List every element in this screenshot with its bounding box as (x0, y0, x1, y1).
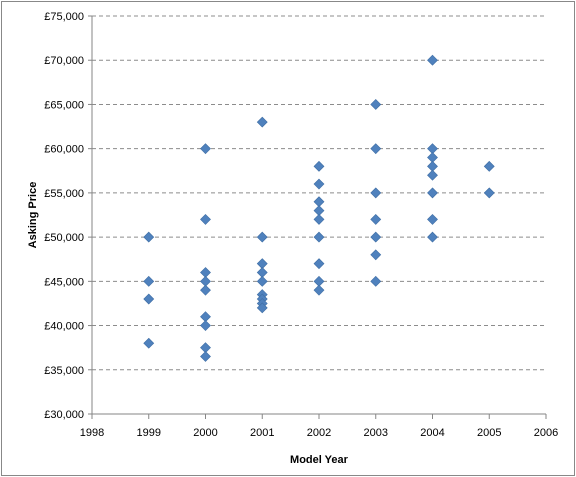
data-point (483, 160, 495, 172)
data-point (256, 275, 268, 287)
data-point (427, 169, 438, 181)
data-point (200, 143, 211, 155)
y-tick-labels: £30,000 £35,000 £40,000 £45,000 £50,000 £55,0… (44, 11, 84, 421)
x-tick-label: 2003 (364, 427, 388, 439)
x-tick-label: 2000 (193, 427, 217, 439)
data-point (313, 258, 325, 270)
data-point (427, 231, 438, 243)
data-point (143, 293, 155, 305)
y-tick-label: £50,000 (44, 232, 84, 244)
x-axis-title: Model Year (290, 454, 349, 466)
x-tick-label: 1999 (137, 427, 161, 439)
data-point (370, 213, 382, 225)
data-point (143, 337, 155, 349)
data-point (427, 213, 438, 225)
data-point (370, 187, 382, 199)
x-tick-label: 2006 (534, 427, 558, 439)
data-point (200, 213, 211, 225)
y-tick-label: £45,000 (44, 276, 84, 288)
x-tick-label: 2004 (420, 427, 444, 439)
data-point (313, 178, 325, 190)
data-points (143, 54, 495, 362)
data-point (200, 284, 211, 296)
data-point (427, 54, 438, 66)
data-point (370, 99, 382, 110)
y-tick-label: £75,000 (44, 11, 84, 23)
data-point (200, 351, 211, 362)
y-tick-label: £40,000 (44, 321, 84, 333)
data-point (313, 160, 325, 172)
data-point (313, 231, 325, 243)
x-tick-label: 2001 (250, 427, 274, 439)
data-point (483, 187, 495, 199)
data-point (370, 249, 382, 261)
data-point (200, 320, 211, 331)
x-tick-label: 2002 (307, 427, 331, 439)
y-tick-label: £60,000 (44, 144, 84, 156)
data-point (427, 187, 438, 199)
data-point (313, 213, 325, 225)
axes (88, 15, 547, 419)
x-tick-labels: 1998 1999 2000 2001 2002 2003 2004 2005 2006 (80, 427, 558, 439)
y-tick-label: £55,000 (44, 188, 84, 200)
y-tick-label: £65,000 (44, 99, 84, 111)
gridlines (92, 15, 546, 371)
y-tick-label: £35,000 (44, 365, 84, 377)
y-tick-label: £70,000 (44, 55, 84, 67)
data-point (143, 275, 155, 287)
data-point (256, 302, 268, 314)
data-point (256, 116, 268, 128)
data-point (370, 275, 382, 287)
x-tick-label: 1998 (80, 427, 104, 439)
y-axis-title: Asking Price (27, 182, 39, 249)
data-point (370, 143, 382, 155)
data-point (313, 284, 325, 296)
data-point (143, 231, 155, 243)
data-point (256, 231, 268, 243)
x-tick-label: 2005 (477, 427, 501, 439)
y-tick-label: £30,000 (44, 409, 84, 421)
data-point (370, 231, 382, 243)
